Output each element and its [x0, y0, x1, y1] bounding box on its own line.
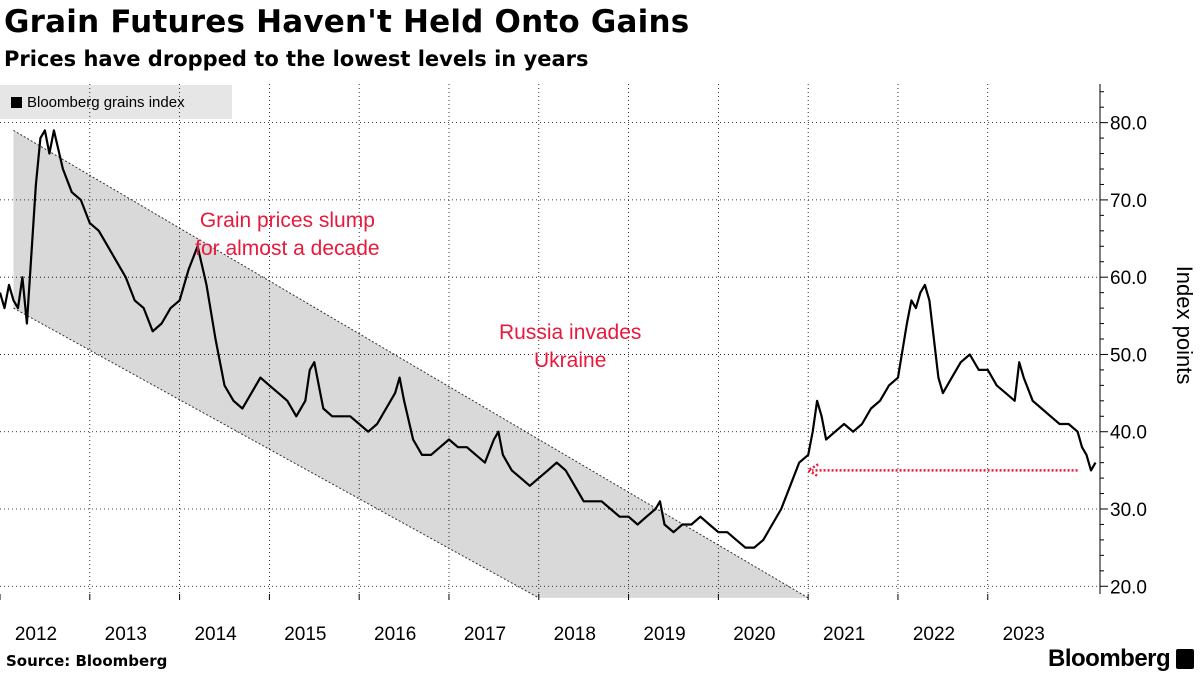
chart-title: Grain Futures Haven't Held Onto Gains — [4, 4, 690, 40]
x-tick-label: 2013 — [105, 624, 147, 645]
y-tick-label: 50.0 — [1110, 345, 1147, 366]
legend-swatch — [11, 96, 22, 108]
annotation-slump: Grain prices slump for almost a decade — [195, 209, 379, 260]
legend-label: Bloomberg grains index — [27, 93, 185, 111]
series-layer — [0, 129, 1097, 549]
x-tick-label: 2017 — [464, 624, 506, 645]
legend: Bloomberg grains index — [0, 85, 232, 119]
y-axis: 20.0 30.0 40.0 50.0 60.0 70.0 80.0 Index points — [1099, 84, 1197, 598]
x-tick-label: 2018 — [554, 624, 596, 645]
y-gridlines — [0, 84, 1100, 594]
annotation-line: Russia invades — [499, 321, 641, 344]
chart-subtitle: Prices have dropped to the lowest levels… — [4, 47, 589, 71]
x-tick-label: 2021 — [823, 624, 865, 645]
x-axis: 2012 2013 2014 2015 2016 2017 2018 2019 2020 2021… — [0, 594, 1045, 645]
x-tick-label: 2022 — [913, 624, 955, 645]
x-tick-label: 2014 — [194, 624, 237, 645]
y-tick-label: 30.0 — [1110, 500, 1147, 521]
x-tick-label: 2015 — [284, 624, 326, 645]
x-tick-label: 2012 — [15, 624, 57, 645]
annotation-line: Ukraine — [534, 349, 606, 372]
series-line — [0, 129, 1097, 549]
trend-band-upper-edge — [13, 129, 809, 599]
annotation-line: Grain prices slump — [200, 209, 375, 232]
y-tick-label: 70.0 — [1110, 191, 1147, 212]
annotation-russia: Russia invades Ukraine — [499, 321, 641, 372]
y-axis-label: Index points — [1172, 266, 1197, 385]
y-tick-label: 80.0 — [1110, 114, 1147, 135]
x-tick-label: 2023 — [1003, 624, 1045, 645]
y-tick-label: 40.0 — [1110, 423, 1147, 444]
source-note: Source: Bloomberg — [6, 652, 168, 670]
y-tick-label: 20.0 — [1110, 577, 1147, 598]
annotation-line: for almost a decade — [195, 237, 379, 260]
trend-band — [13, 129, 809, 599]
bloomberg-icon — [1176, 649, 1194, 669]
x-tick-label: 2019 — [643, 624, 685, 645]
x-tick-label: 2020 — [733, 624, 775, 645]
x-tick-label: 2016 — [374, 624, 416, 645]
brand-logo: Bloomberg — [1048, 645, 1171, 672]
annotations: Grain prices slump for almost a decade Rus… — [195, 209, 1078, 478]
y-tick-label: 60.0 — [1110, 268, 1147, 289]
